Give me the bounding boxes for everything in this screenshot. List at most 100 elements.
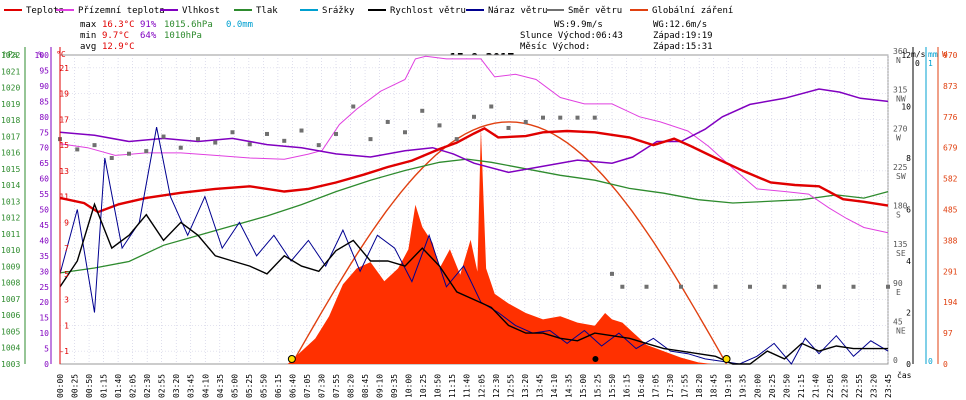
time-tick-label: 03:20	[172, 374, 181, 398]
info-sun-set: Západ:19:19	[653, 31, 713, 41]
wind-tick-label: 10	[901, 103, 911, 112]
wind-direction-point	[213, 140, 218, 145]
temp-tick-label: 5	[64, 270, 69, 279]
rain-axis-bottom-label: 0	[928, 357, 933, 366]
wind-direction-point	[265, 131, 269, 136]
radiation-tick-label: 679	[943, 144, 958, 153]
wind-direction-point	[109, 156, 114, 160]
rain-axis-unit: mm	[928, 50, 938, 59]
humidity-tick-label: 65	[39, 159, 49, 168]
humidity-tick-label: 100	[35, 51, 50, 60]
radiation-tick-label: 970	[943, 51, 958, 60]
pressure-tick-label: 1018	[1, 116, 20, 125]
direction-tick-label: 180	[893, 202, 908, 211]
wind-direction-point	[316, 143, 321, 148]
direction-name-label: N	[896, 56, 901, 65]
humidity-tick-label: 85	[39, 97, 49, 106]
wind-tick-label: 2	[906, 309, 911, 318]
rain-axis-top-label: 1	[928, 59, 933, 68]
wind-direction-point	[782, 284, 787, 289]
wind-direction-point	[679, 284, 683, 289]
info-moon-set: Západ:15:31	[653, 42, 713, 52]
pressure-tick-label: 1022	[1, 51, 20, 60]
wind-direction-point	[748, 284, 752, 289]
time-tick-label: 05:00	[230, 374, 239, 398]
time-tick-label: 10:50	[434, 374, 443, 398]
wind-tick-label: 4	[906, 257, 911, 266]
direction-name-label: SW	[896, 172, 906, 181]
time-tick-label: 18:20	[695, 374, 704, 398]
time-tick-label: 17:30	[666, 374, 675, 398]
wind-direction-point	[196, 137, 200, 142]
wind-tick-label: 0	[906, 360, 911, 369]
temp-tick-label: 19	[59, 90, 69, 99]
wind-direction-point	[472, 114, 476, 119]
axes: hPa% °C1022102110201019101810171016101510…	[1, 47, 958, 398]
time-tick-label: 10:00	[405, 374, 414, 398]
wind-direction-point	[178, 145, 183, 150]
pressure-tick-label: 1015	[1, 165, 20, 174]
pressure-tick-label: 1016	[1, 149, 20, 158]
direction-name-label: NW	[896, 95, 906, 104]
radiation-area	[60, 128, 888, 364]
direction-tick-label: 225	[893, 163, 908, 172]
temp-tick-label: 21	[59, 64, 69, 73]
wind-direction-point	[575, 115, 580, 120]
time-tick-label: 17:05	[652, 374, 661, 398]
stat-max-temp: 16.3°C	[102, 20, 135, 30]
time-tick-label: 20:00	[753, 374, 762, 398]
radiation-tick-label: 0	[943, 360, 948, 369]
radiation-tick-label: 97	[943, 329, 953, 338]
time-tick-label: 13:45	[535, 374, 544, 398]
time-tick-label: 22:55	[855, 374, 864, 398]
humidity-tick-label: 70	[39, 144, 49, 153]
time-tick-label: 02:55	[158, 374, 167, 398]
stat-max-rain: 0.0mm	[226, 20, 253, 30]
pressure-tick-label: 1020	[1, 84, 20, 93]
direction-tick-label: 135	[893, 240, 908, 249]
stat-max-hum: 91%	[140, 20, 157, 30]
time-tick-label: 00:25	[71, 374, 80, 398]
wind-direction-point	[144, 149, 149, 154]
pressure-tick-label: 1014	[1, 181, 20, 190]
wind-direction-point	[92, 143, 97, 148]
wind-direction-point	[437, 123, 442, 128]
wind-axis-unit: m/s	[911, 50, 926, 59]
wind-tick-label: 6	[906, 206, 911, 215]
time-tick-label: 16:40	[637, 374, 646, 398]
time-tick-label: 12:05	[477, 374, 486, 398]
time-tick-label: 08:45	[361, 374, 370, 398]
stat-avg-temp: 12.9°C	[102, 42, 135, 52]
humidity-tick-label: 45	[39, 221, 49, 230]
pressure-tick-label: 1006	[1, 311, 20, 320]
wind-direction-point	[817, 284, 821, 289]
time-tick-label: 20:50	[782, 374, 791, 398]
wind-direction-point	[592, 115, 597, 120]
humidity-tick-label: 5	[44, 345, 49, 354]
time-tick-label: 06:40	[288, 374, 297, 398]
wind-tick-label: 8	[906, 154, 911, 163]
direction-tick-label: 45	[893, 317, 903, 326]
time-tick-label: 18:45	[710, 374, 719, 398]
legend-label: Tlak	[256, 6, 278, 16]
time-tick-label: 13:20	[521, 374, 530, 398]
time-tick-label: 15:25	[593, 374, 602, 398]
wind-direction-point	[334, 131, 338, 136]
pressure-tick-label: 1021	[1, 67, 20, 76]
time-tick-label: 16:15	[623, 374, 632, 398]
stats-block: max 16.3°C 91% 1015.6hPa 0.0mm min 9.7°C…	[80, 20, 253, 52]
wind-direction-point	[385, 119, 390, 124]
pressure-tick-label: 1007	[1, 295, 20, 304]
pressure-tick-label: 1004	[1, 344, 20, 353]
wind-direction-point	[558, 115, 563, 120]
wind-direction-point	[368, 137, 373, 142]
humidity-tick-label: 10	[39, 329, 49, 338]
pressure-tick-label: 1017	[1, 132, 20, 141]
pressure-tick-label: 1011	[1, 230, 20, 239]
time-tick-label: 09:10	[376, 374, 385, 398]
pressure-tick-label: 1019	[1, 100, 20, 109]
sun-marker-icon	[722, 355, 731, 363]
radiation-tick-label: 873	[943, 82, 958, 91]
time-tick-label: 04:35	[216, 374, 225, 398]
